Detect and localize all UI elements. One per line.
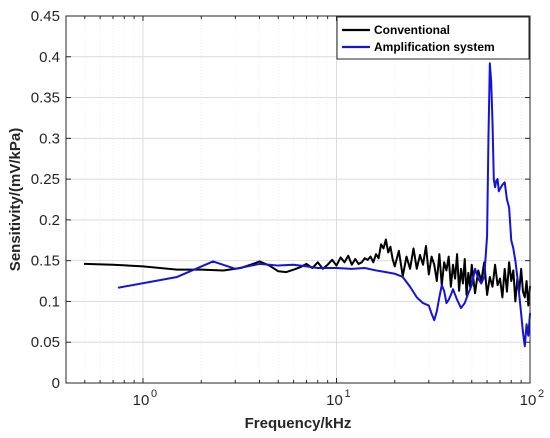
axes-frame xyxy=(65,15,531,384)
legend-label-amplification: Amplification system xyxy=(374,40,495,54)
plot-area xyxy=(66,16,530,383)
y-tick-label: 0.35 xyxy=(31,90,60,107)
y-tick-label: 0.05 xyxy=(31,334,60,351)
x-tick-label: 10 xyxy=(520,392,537,409)
y-tick-label: 0 xyxy=(52,375,60,392)
x-tick-label: 10 xyxy=(326,392,343,409)
axis-ticks xyxy=(66,15,530,384)
legend: Conventional Amplification system xyxy=(336,16,530,60)
y-tick-label: 0.15 xyxy=(31,253,60,270)
y-axis-label: Sensitivity/(mV/kPa) xyxy=(7,128,24,271)
x-axis-label: Frequency/kHz xyxy=(245,415,352,432)
grid xyxy=(66,16,530,383)
x-tick-exponent: 1 xyxy=(345,388,351,400)
x-tick-label: 10 xyxy=(133,392,150,409)
x-tick-exponent: 2 xyxy=(538,388,544,400)
y-tick-label: 0.1 xyxy=(39,293,60,310)
y-tick-label: 0.4 xyxy=(39,49,60,66)
series-line-amplification xyxy=(117,62,531,348)
series-line-conventional xyxy=(83,238,531,307)
y-tick-label: 0.45 xyxy=(31,8,60,25)
y-tick-label: 0.3 xyxy=(39,130,60,147)
y-tick-label: 0.25 xyxy=(31,171,60,188)
legend-box xyxy=(336,16,530,60)
data-lines xyxy=(83,62,531,348)
y-tick-label: 0.2 xyxy=(39,212,60,229)
legend-label-conventional: Conventional xyxy=(374,23,450,37)
x-tick-exponent: 0 xyxy=(151,388,157,400)
